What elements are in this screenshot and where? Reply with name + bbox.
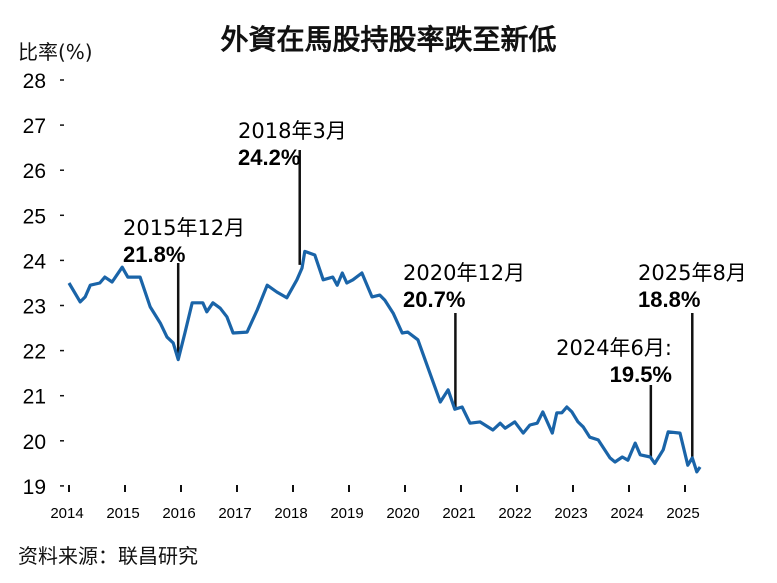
annotation-value: 18.8% (638, 287, 700, 312)
annotation-value: 24.2% (238, 145, 300, 170)
x-tick-label: 2014 (50, 505, 83, 522)
y-tick-label: 19 (23, 476, 46, 499)
series-line (67, 249, 702, 474)
x-tick-label: 2020 (386, 505, 419, 522)
y-tick-label: 27 (23, 115, 46, 138)
y-tick-label: 24 (23, 250, 47, 273)
x-tick-label: 2018 (274, 505, 307, 522)
y-tick-label: 28 (23, 70, 46, 93)
x-tick-label: 2024 (610, 505, 643, 522)
chart-title: 外資在馬股持股率跌至新低 (220, 23, 557, 56)
y-axis-label: 比率(%) (18, 40, 93, 64)
x-tick-label: 2015 (106, 505, 139, 522)
x-tick-label: 2016 (162, 505, 195, 522)
x-tick-label: 2019 (330, 505, 363, 522)
x-tick-label: 2017 (218, 505, 251, 522)
y-tick-label: 26 (23, 160, 46, 183)
y-tick-label: 25 (23, 205, 46, 228)
source-note: 资料来源：联昌研究 (18, 544, 198, 568)
y-tick-label: 22 (23, 341, 46, 364)
annotation-value: 21.8% (123, 242, 185, 267)
annotation-date: 2018年3月 (238, 119, 347, 143)
y-tick-label: 20 (23, 431, 46, 454)
annotation-date: 2015年12月 (123, 216, 245, 240)
annotation-date: 2025年8月 (638, 261, 747, 285)
x-tick-label: 2025 (666, 505, 699, 522)
annotation-date: 2020年12月 (403, 261, 525, 285)
annotation-value: 19.5% (610, 362, 672, 387)
x-tick-label: 2022 (498, 505, 531, 522)
annotation-value: 20.7% (403, 287, 465, 312)
x-tick-label: 2021 (442, 505, 475, 522)
y-tick-label: 23 (23, 296, 46, 319)
annotation-date: 2024年6月: (556, 336, 672, 360)
y-tick-label: 21 (23, 386, 46, 409)
x-tick-label: 2023 (554, 505, 587, 522)
